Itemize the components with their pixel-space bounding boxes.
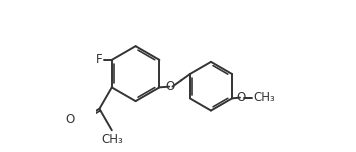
Text: O: O: [66, 113, 75, 126]
Text: O: O: [166, 80, 175, 93]
Text: CH₃: CH₃: [101, 133, 123, 146]
Text: F: F: [96, 53, 103, 66]
Text: O: O: [237, 91, 246, 104]
Text: CH₃: CH₃: [253, 91, 275, 104]
